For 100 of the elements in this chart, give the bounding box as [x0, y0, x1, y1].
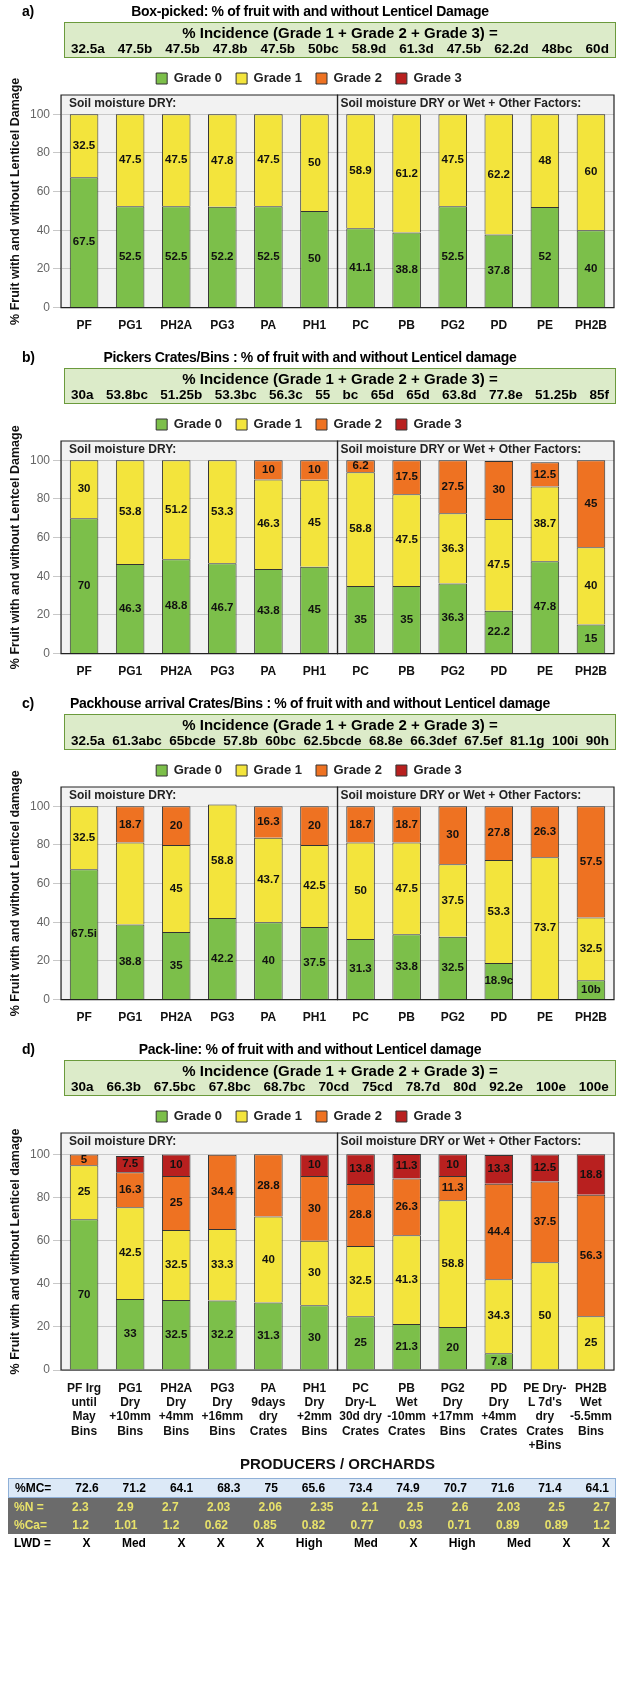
- data-label: 35: [169, 958, 184, 971]
- y-tick-label: 100: [29, 1146, 51, 1161]
- x-tick-label: PA 9days dry Crates: [249, 1380, 288, 1438]
- data-label: 42.2: [211, 951, 234, 964]
- band-label: Soil moisture DRY or Wet + Other Factors:: [340, 788, 582, 803]
- y-tick-label: 40: [36, 222, 51, 237]
- x-tick-label: PD: [490, 1010, 508, 1025]
- data-label: 35: [354, 612, 368, 625]
- data-label: 34.3: [487, 1309, 510, 1322]
- data-label: 18.7: [118, 817, 142, 830]
- y-tick-label: 40: [36, 914, 51, 929]
- y-tick-label: 80: [36, 145, 51, 160]
- data-label: 47.8: [211, 153, 235, 166]
- band-label: Soil moisture DRY:: [69, 442, 177, 457]
- data-label: 37.5: [303, 956, 327, 969]
- data-label: 61.2: [395, 166, 418, 179]
- legend-label: Grade 2: [333, 70, 382, 86]
- data-label: 32.5: [72, 830, 96, 843]
- data-label: 52: [538, 250, 552, 263]
- data-label: 37.5: [441, 893, 465, 906]
- data-label: 53.3: [487, 904, 510, 917]
- x-tick-label: PH2A: [160, 664, 193, 679]
- x-tick-label: PF: [76, 318, 92, 333]
- x-tick-label: PG1: [118, 318, 143, 333]
- data-label: 48.8: [165, 599, 189, 612]
- x-tick-label: PG1: [118, 1010, 143, 1025]
- legend-label: Grade 0: [173, 416, 223, 432]
- data-label: 27.5: [441, 479, 465, 492]
- y-tick-label: 40: [36, 1276, 51, 1291]
- y-tick-label: 80: [36, 837, 51, 852]
- legend-label: Grade 2: [333, 762, 382, 778]
- data-label: 32.5: [441, 961, 465, 974]
- band-label: Soil moisture DRY or Wet + Other Factors:: [340, 442, 582, 457]
- legend-label: Grade 0: [173, 70, 223, 86]
- chart-subtitle: % Incidence (Grade 1 + Grade 2 + Grade 3) =: [181, 370, 499, 387]
- x-tick-label: PB: [398, 1010, 416, 1025]
- x-tick-label: PC: [352, 318, 370, 333]
- data-label: 60: [584, 165, 598, 178]
- x-tick-label: PE: [536, 664, 553, 679]
- data-label: 36.3: [441, 611, 464, 624]
- x-tick-label: PH1: [302, 664, 327, 679]
- data-label: 34.4: [211, 1184, 235, 1197]
- data-label: 46.7: [211, 601, 234, 614]
- y-axis-title: % Fruit with and without Lenticel damage: [7, 1128, 22, 1375]
- legend-label: Grade 2: [333, 416, 382, 432]
- x-tick-label: PB Wet -10mm Crates: [387, 1380, 426, 1438]
- data-label: 43.8: [257, 604, 281, 617]
- x-tick-label: PB: [398, 664, 416, 679]
- data-label: 38.8: [395, 263, 419, 276]
- data-label: 42.5: [118, 1246, 142, 1259]
- chart-subtitle: % Incidence (Grade 1 + Grade 2 + Grade 3) =: [181, 716, 499, 733]
- data-label: 70: [77, 1287, 91, 1300]
- x-tick-label: PG2 Dry +17mm Bins: [431, 1380, 474, 1438]
- legend-label: Grade 2: [333, 1108, 382, 1124]
- data-label: 58.8: [211, 854, 235, 867]
- legend-label: Grade 1: [253, 416, 303, 432]
- data-label: 47.5: [165, 153, 189, 166]
- data-label: 38.8: [118, 955, 142, 968]
- x-tick-label: PC Dry-L 30d dry Crates: [339, 1380, 383, 1438]
- y-tick-label: 0: [43, 1362, 51, 1377]
- data-label: 17.5: [395, 470, 419, 483]
- data-label: 28.8: [349, 1208, 373, 1221]
- data-label: 15: [584, 632, 598, 645]
- x-tick-label: PB: [398, 318, 416, 333]
- x-tick-label: PC: [352, 664, 370, 679]
- data-label: 50: [538, 1309, 552, 1322]
- chart-title: Packhouse arrival Crates/Bins : % of fruit with and without Lenticel damage: [69, 695, 551, 711]
- data-label: 25: [169, 1196, 184, 1209]
- data-label: 43.7: [257, 873, 280, 886]
- y-tick-label: 60: [36, 875, 51, 890]
- text: LWD = X Med X X X High Med X High Med X X: [14, 1536, 610, 1550]
- y-tick-label: 60: [36, 183, 51, 198]
- data-label: 47.5: [441, 153, 465, 166]
- band-label: Soil moisture DRY:: [69, 788, 177, 803]
- data-label: 47.5: [257, 153, 281, 166]
- data-label: 52.5: [165, 249, 189, 262]
- data-label: 37.8: [487, 263, 511, 276]
- data-label: 67.5i: [71, 927, 97, 940]
- data-label: 38.7: [533, 516, 557, 529]
- legend-label: Grade 3: [413, 70, 462, 86]
- data-label: 31.3: [257, 1329, 280, 1342]
- text: a): [22, 2, 34, 21]
- x-tick-label: PA: [260, 318, 277, 333]
- x-tick-label: PE: [536, 318, 553, 333]
- data-label: 28.8: [257, 1178, 281, 1191]
- text: b): [22, 348, 35, 367]
- data-label: 47.5: [395, 533, 419, 546]
- text: %MC= 72.6 71.2 64.1 68.3 75 65.6 73.4 74.9 70.7 71.6 71.4 64.1: [15, 1481, 609, 1495]
- data-label: 67.5: [72, 235, 96, 248]
- data-label: 41.1: [349, 260, 373, 273]
- data-label: 33.8: [395, 959, 419, 972]
- data-label: 47.5: [118, 153, 142, 166]
- y-tick-label: 40: [36, 568, 51, 583]
- x-tick-label: PH2A: [160, 318, 193, 333]
- legend-label: Grade 1: [253, 70, 303, 86]
- data-label: 40: [261, 1252, 275, 1265]
- legend-label: Grade 0: [173, 762, 223, 778]
- x-tick-label: PH1: [302, 1010, 327, 1025]
- data-label: 73.7: [533, 921, 557, 934]
- data-label: 10: [169, 1158, 183, 1171]
